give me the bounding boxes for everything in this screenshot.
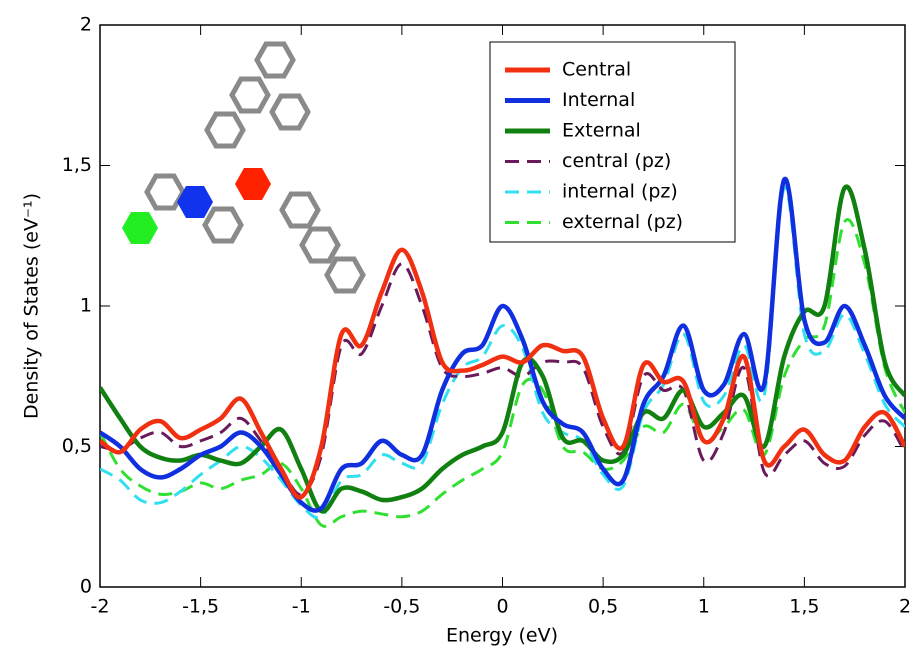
y-tick-label: 2 [80,14,92,36]
y-tick-label: 1,5 [62,154,92,176]
ring [302,229,338,261]
x-axis-title: Energy (eV) [446,625,558,647]
ring [282,194,318,226]
legend-label: Internal [562,89,635,111]
x-tick-label: -1,5 [182,596,219,618]
ring [232,79,268,111]
y-tick-label: 0 [80,576,92,598]
y-tick-label: 0,5 [62,435,92,457]
legend-label: internal (pz) [562,181,678,203]
molecule-inset [122,44,363,291]
x-tick-label: 0 [496,596,508,618]
x-tick-label: 0,5 [588,596,618,618]
ring [205,209,241,241]
chart: Energy (eV) Density of States (eV⁻¹) -2 -… [0,0,915,653]
legend-label: External [562,120,641,142]
series-line [100,220,905,527]
x-tick-label: -0,5 [383,596,420,618]
ring-external [122,212,158,244]
y-tick-label: 1 [80,295,92,317]
x-tick-label: -1 [292,596,311,618]
ring [327,259,363,291]
legend-label: central (pz) [562,150,671,172]
ring-central [235,168,271,200]
x-tick-label: -2 [91,596,110,618]
legend-label: Central [562,59,631,81]
ring [272,96,308,128]
ring [257,44,293,76]
y-axis-title: Density of States (eV⁻¹) [21,193,43,419]
x-tick-label: 2 [899,596,911,618]
ring [207,114,243,146]
ring [147,176,183,208]
x-tick-label: 1 [698,596,710,618]
legend-label: external (pz) [562,211,683,233]
x-tick-label: 1,5 [789,596,819,618]
page: {"chart_data": {"type": "line", "x_label… [0,0,915,653]
